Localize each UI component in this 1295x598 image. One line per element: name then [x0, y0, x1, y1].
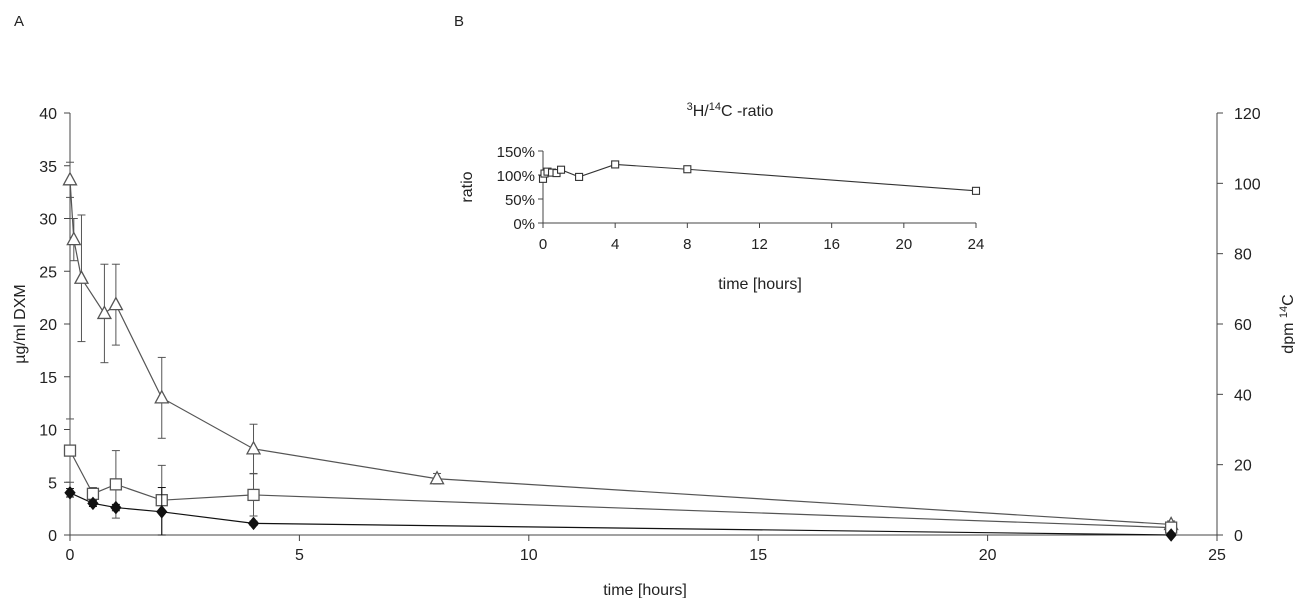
- x-tick-label: 25: [1208, 547, 1226, 564]
- y-tick-label-right: 100: [1234, 176, 1261, 193]
- y-tick-label-left: 15: [39, 370, 57, 387]
- inset-chart: 0 4 8 12 16 20 24 0% 50% 100% 150% 3H/14C -ratio t…: [459, 101, 984, 293]
- inset-x-tick-label: 20: [895, 236, 912, 253]
- inset-series-point: [611, 160, 620, 169]
- x-tick-label: 20: [979, 547, 997, 564]
- inset-y-axis-label: ratio: [459, 171, 476, 202]
- y-tick-label-right: 60: [1234, 317, 1252, 334]
- y-tick-label-left: 5: [48, 475, 57, 492]
- inset-title: 3H/14C -ratio: [687, 101, 774, 120]
- series-diamond-point: [156, 505, 168, 519]
- series-triangle-point: [245, 440, 262, 455]
- y-tick-label-right: 0: [1234, 528, 1243, 545]
- y-tick-label-left: 0: [48, 528, 57, 545]
- y-tick-label-right: 40: [1234, 387, 1252, 404]
- series-square-point: [63, 444, 77, 457]
- series-triangle-point: [73, 269, 90, 284]
- y-tick-label-right: 80: [1234, 247, 1252, 264]
- inset-x-tick-label: 8: [683, 236, 691, 253]
- y-axis-label-left: µg/ml DXM: [12, 284, 29, 363]
- series-diamond-point: [110, 500, 122, 515]
- panel-label-a: A: [14, 13, 24, 30]
- inset-y-tick-label: 100%: [497, 168, 535, 185]
- series-triangle-point: [62, 171, 78, 186]
- main-chart: 0 5 10 15 20 25051015202530354002040608010012…: [12, 106, 1295, 598]
- inset-y-tick-label: 0%: [513, 216, 535, 233]
- series-triangle-point: [154, 389, 170, 404]
- series-triangle-line: [69, 179, 1172, 526]
- series-triangle-point: [108, 296, 124, 311]
- inset-x-tick-label: 4: [611, 236, 619, 253]
- y-tick-label-left: 20: [39, 317, 57, 334]
- series-square-point: [247, 488, 260, 502]
- inset-x-tick-label: 12: [751, 236, 768, 253]
- y-tick-label-left: 35: [39, 159, 57, 176]
- y-tick-label-left: 40: [39, 106, 57, 123]
- x-tick-label: 0: [66, 547, 75, 564]
- series-diamond-point: [87, 496, 99, 511]
- inset-series-point: [971, 186, 981, 195]
- y-tick-label-right: 20: [1234, 458, 1252, 475]
- y-tick-label-left: 25: [39, 264, 57, 281]
- y-tick-label-right: 120: [1234, 106, 1261, 123]
- y-tick-label-left: 10: [39, 423, 57, 440]
- series-square-point: [109, 478, 123, 491]
- inset-x-tick-label: 16: [823, 236, 840, 253]
- series-triangle-point: [66, 231, 82, 246]
- panel-label-b: B: [454, 13, 464, 30]
- y-axis-label-right: dpm 14C: [1278, 294, 1295, 353]
- x-tick-label: 10: [520, 547, 538, 564]
- inset-series-point: [556, 165, 566, 174]
- inset-series-line: [542, 163, 977, 192]
- inset-x-tick-label: 24: [968, 236, 985, 253]
- series-triangle-point: [429, 470, 445, 485]
- inset-series-point: [575, 172, 584, 181]
- series-square-line: [69, 450, 1172, 529]
- series-diamond-point: [1165, 528, 1177, 542]
- series-diamond-point: [247, 516, 260, 531]
- inset-x-tick-label: 0: [539, 236, 547, 253]
- y-tick-label-left: 30: [39, 212, 57, 229]
- x-tick-label: 5: [295, 547, 304, 564]
- inset-y-tick-label: 50%: [505, 192, 535, 209]
- series-triangle-point: [96, 305, 113, 320]
- inset-series-point: [683, 165, 692, 174]
- inset-x-axis-label: time [hours]: [718, 276, 802, 293]
- series-diamond-point: [64, 486, 76, 500]
- x-axis-label: time [hours]: [603, 582, 687, 598]
- x-tick-label: 15: [749, 547, 767, 564]
- inset-y-tick-label: 150%: [497, 144, 535, 161]
